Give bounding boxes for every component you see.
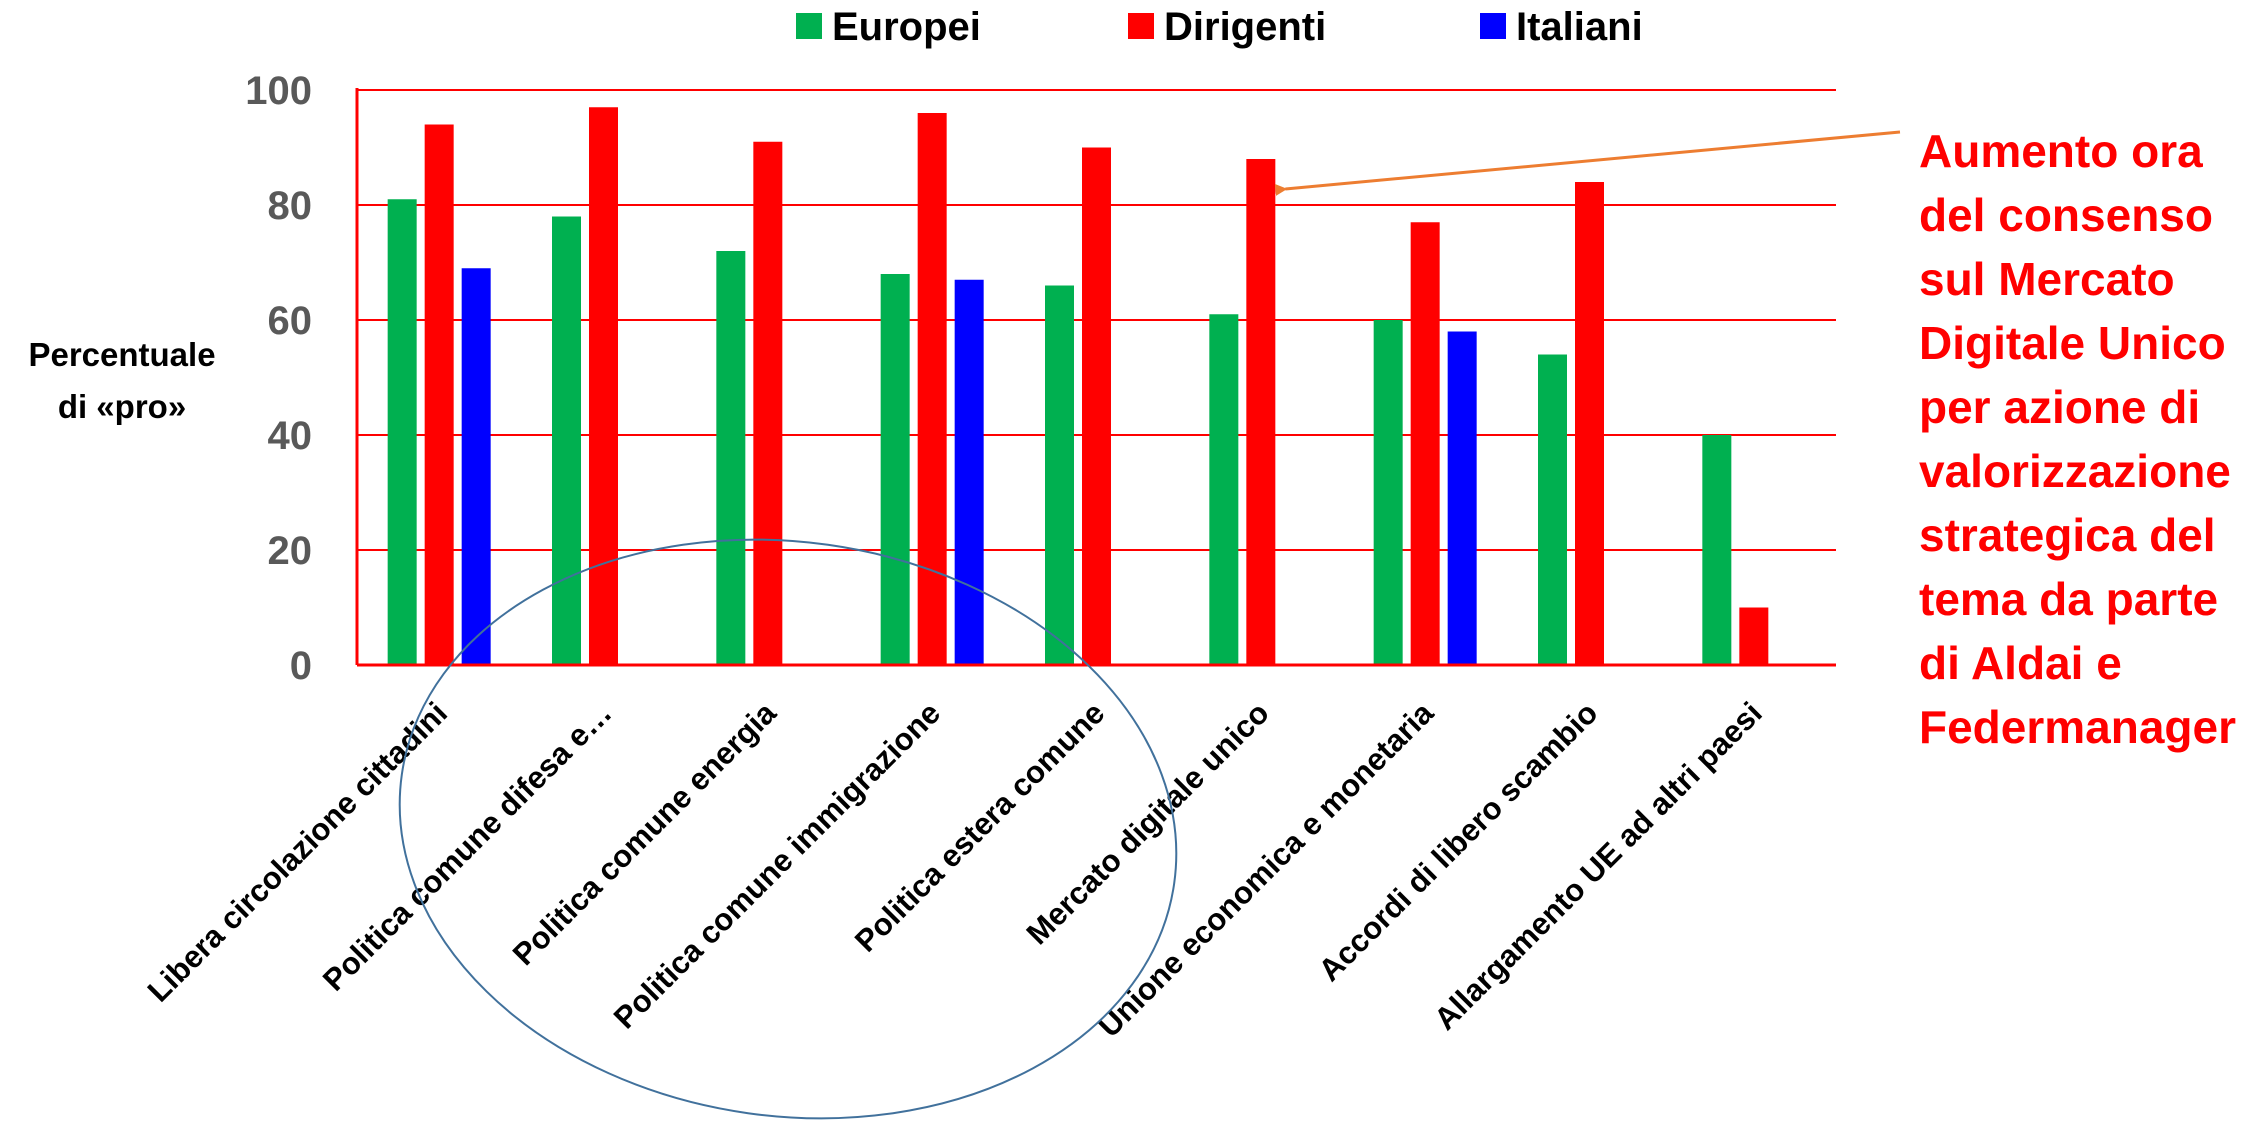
y-tick-label: 60: [268, 299, 313, 343]
bar-dirigenti: [424, 124, 454, 665]
annotation-line: tema da parte: [1919, 573, 2218, 625]
x-category-label: Libera circolazione cittadini: [141, 695, 454, 1008]
annotation-line: valorizzazione: [1919, 445, 2231, 497]
bar-europei: [1209, 314, 1239, 665]
legend-swatch-dirigenti: [1128, 13, 1154, 39]
legend-label-europei: Europei: [832, 5, 981, 49]
annotation-line: del consenso: [1919, 189, 2213, 241]
legend-swatch-europei: [796, 13, 822, 39]
x-category-label: Allargamento UE ad altri paesi: [1427, 695, 1768, 1036]
y-tick-label: 100: [245, 69, 312, 113]
annotation-line: sul Mercato: [1919, 253, 2175, 305]
annotation: Aumento ora del consenso sul Mercato Digita…: [1274, 125, 2236, 753]
bar-dirigenti: [1410, 222, 1440, 665]
annotation-line: strategica del: [1919, 509, 2216, 561]
bar-dirigenti: [917, 113, 947, 665]
annotation-arrow: [1274, 130, 1901, 196]
bar-europei: [1702, 435, 1732, 665]
bar-europei: [880, 274, 910, 665]
annotation-line: Aumento ora: [1919, 125, 2203, 177]
y-tick-label: 0: [290, 644, 312, 688]
axes: [355, 88, 1836, 667]
legend: Europei Dirigenti Italiani: [796, 5, 1643, 49]
legend-swatch-italiani: [1480, 13, 1506, 39]
y-tick-label: 20: [268, 529, 313, 573]
bars: [387, 107, 1769, 665]
bar-dirigenti: [753, 141, 783, 665]
x-category-label: Accordi di libero scambio: [1312, 695, 1605, 988]
y-axis-label: Percentuale di «pro»: [28, 336, 215, 425]
bar-europei: [1538, 354, 1567, 665]
bar-europei: [387, 199, 417, 665]
y-axis-label-line: Percentuale: [28, 336, 215, 373]
annotation-line: per azione di: [1919, 381, 2200, 433]
y-axis-label-line: di «pro»: [58, 388, 186, 425]
highlight-ellipse-shape: [398, 538, 1178, 1120]
bar-europei: [1045, 285, 1074, 665]
bar-italiani: [1447, 331, 1477, 665]
bar-dirigenti: [1575, 182, 1604, 665]
y-tick-label: 80: [268, 184, 313, 228]
legend-label-italiani: Italiani: [1516, 5, 1643, 49]
x-category-label: Unione economica e monetaria: [1091, 695, 1440, 1044]
x-category-label: Politica comune energia: [506, 695, 783, 972]
annotation-line: di Aldai e: [1919, 637, 2122, 689]
x-category-label: Politica comune immigrazione: [607, 695, 947, 1035]
bar-dirigenti: [1246, 159, 1276, 665]
y-tick-labels: 0 20 40 60 80 100: [245, 69, 312, 688]
bar-dirigenti: [1739, 607, 1769, 665]
annotation-line: Federmanager: [1919, 701, 2236, 753]
bar-europei: [716, 251, 746, 665]
bar-dirigenti: [589, 107, 618, 665]
bar-italiani: [461, 268, 491, 665]
bar-italiani: [954, 279, 984, 665]
highlight-ellipse: [398, 538, 1178, 1120]
bar-dirigenti: [1082, 147, 1111, 665]
x-category-label: Politica comune difesa e…: [316, 695, 618, 997]
bar-europei: [1373, 320, 1403, 665]
annotation-line: Digitale Unico: [1919, 317, 2226, 369]
y-tick-label: 40: [268, 414, 313, 458]
legend-label-dirigenti: Dirigenti: [1164, 5, 1326, 49]
bar-europei: [552, 216, 581, 665]
